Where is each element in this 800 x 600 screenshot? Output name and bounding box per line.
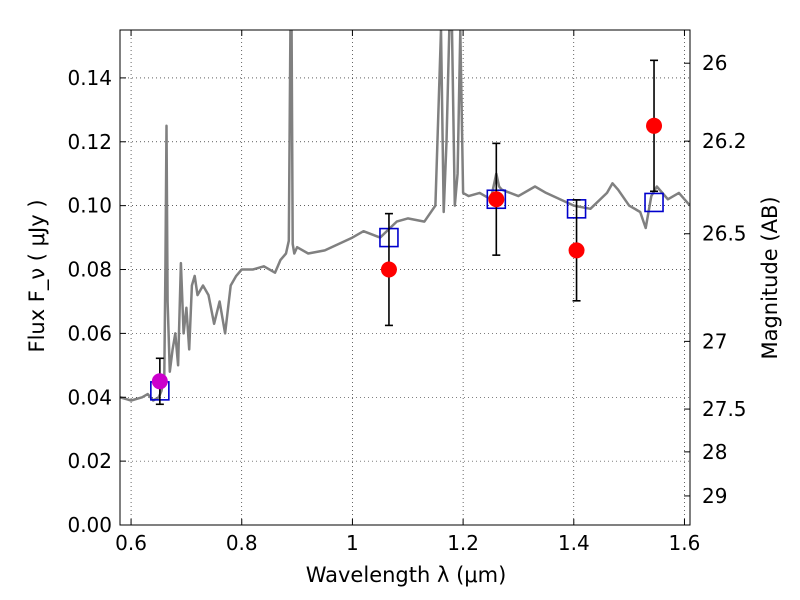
mag-tick-label: 29	[702, 484, 727, 508]
y-tick-label: 0.14	[67, 66, 112, 90]
y-tick-label: 0.06	[67, 321, 112, 345]
mag-tick-label: 27	[702, 329, 727, 353]
mag-tick-label: 28	[702, 440, 727, 464]
observed-point	[488, 191, 505, 208]
observed-point	[646, 117, 663, 134]
mag-tick-label: 26	[702, 51, 727, 75]
y-axis-title: Flux F_ν ( μJy )	[25, 199, 50, 352]
template-line	[120, 30, 690, 402]
grid	[120, 30, 690, 526]
observed-point	[380, 261, 397, 278]
y-tick-label: 0.02	[67, 449, 112, 473]
x-tick-label: 1.2	[447, 531, 479, 555]
y-tick-label: 0.12	[67, 130, 112, 154]
optical-point	[151, 373, 168, 390]
x-axis-title: Wavelength λ (μm)	[306, 563, 507, 587]
y-tick-label: 0.08	[67, 258, 112, 282]
x-tick-label: 1.6	[669, 531, 701, 555]
model-square	[644, 192, 664, 213]
y-tick-label: 0.00	[67, 513, 112, 537]
mag-tick-label: 26.5	[702, 222, 747, 246]
axes: 0.6 0.8 1 1.2 1.4 1.6 0.00 0.02 0.04 0.06 0.08 0.10…	[67, 30, 747, 555]
plot-frame	[119, 29, 691, 526]
x-tick-label: 1.4	[558, 531, 590, 555]
mag-tick-label: 26.2	[702, 129, 747, 153]
x-tick-label: 1	[346, 531, 359, 555]
y-tick-label: 0.10	[67, 194, 112, 218]
sed-template-series	[120, 30, 690, 402]
x-tick-label: 0.8	[226, 531, 258, 555]
mag-tick-label: 27.5	[702, 397, 747, 421]
observed-point	[568, 242, 585, 259]
photometry-points	[150, 59, 664, 406]
y-axis-right-title: Magnitude (AB)	[758, 196, 782, 359]
x-tick-label: 0.6	[115, 531, 147, 555]
y-tick-label: 0.04	[67, 385, 112, 409]
